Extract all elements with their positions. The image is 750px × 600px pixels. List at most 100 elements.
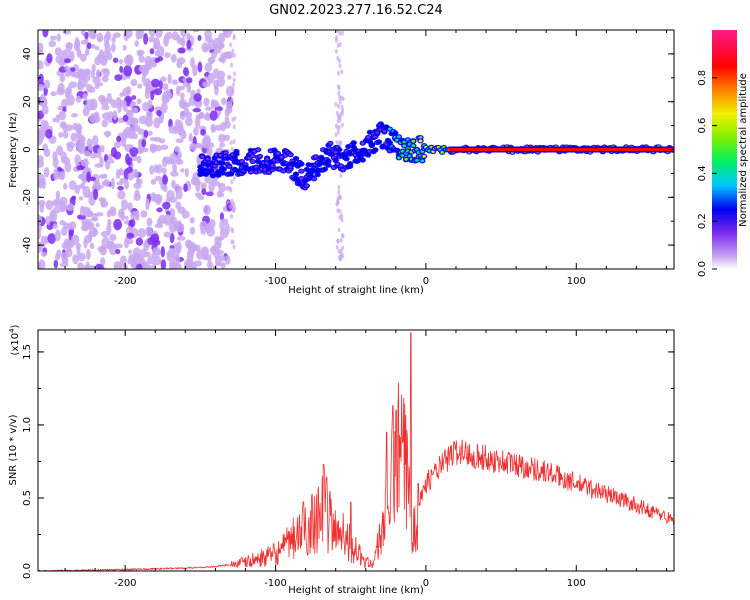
- spectrogram-ridge-core: [323, 167, 327, 171]
- spectrogram-noise-blob: [43, 148, 51, 158]
- spectrogram-ridge-core: [351, 141, 356, 145]
- spectrogram-ridge-core: [299, 177, 304, 180]
- snr-x-ticks: -200 -100 0 100: [64, 330, 667, 589]
- spectrogram-noise-blob: [198, 144, 204, 150]
- spectrogram-noise-blob: [66, 85, 72, 97]
- spectrogram-ridge-core: [223, 151, 228, 155]
- spectrogram-faint-blob: [232, 244, 236, 250]
- spectrogram-noise-blob: [177, 128, 186, 136]
- snr-series-line: [38, 332, 674, 571]
- spectrogram-faint-blob: [338, 140, 342, 146]
- spectrogram-noise-blob: [186, 77, 193, 84]
- spectrogram-noise-blob: [155, 193, 162, 206]
- spectrogram-ridge-core: [422, 154, 426, 158]
- spectrogram-noise-blob: [66, 94, 75, 106]
- spectrogram-noise-blob: [127, 258, 132, 265]
- spectrogram-faint-blob: [232, 33, 236, 39]
- spectrogram-noise-blob: [133, 182, 142, 189]
- spectrogram-ridge-core: [333, 158, 338, 162]
- spectrogram-noise-blob: [160, 259, 167, 269]
- spectrogram-noise-blob: [58, 110, 67, 121]
- spectrogram-ridge-core: [402, 144, 407, 148]
- spectrogram-noise-blob: [99, 144, 105, 153]
- snr-y-tick-label: 0.5: [22, 490, 33, 506]
- spectrogram-noise-blob: [112, 57, 119, 64]
- spectrogram-noise-blob: [198, 111, 205, 119]
- spectrogram-noise-blob: [204, 62, 213, 73]
- spectrogram-noise-blob: [218, 182, 226, 193]
- spectrogram-noise-blob: [137, 227, 147, 238]
- spectrogram-noise-blob: [147, 256, 156, 265]
- spectrogram-noise-blob: [70, 132, 78, 142]
- spectrogram-noise-blob: [127, 249, 133, 255]
- spectrogram-ridge-core: [400, 154, 405, 157]
- spectrogram-noise-blob: [122, 114, 129, 122]
- spectrogram-noise-blob: [104, 159, 111, 170]
- spectrogram-noise-blob: [106, 92, 112, 103]
- spectrogram-noise-blob: [186, 32, 191, 42]
- spectrogram-noise-blob: [42, 30, 49, 38]
- spectrogram-noise-blob: [63, 183, 68, 190]
- spectrogram-noise-blob: [95, 212, 104, 217]
- spectrogram-noise-blob: [58, 132, 64, 138]
- spectrogram-noise-blob: [209, 110, 218, 121]
- spectrogram-ridge-core: [393, 131, 398, 135]
- spectrogram-noise-blob: [38, 173, 45, 183]
- spectrogram-noise-blob: [61, 49, 69, 56]
- spectrogram-noise-blob: [62, 129, 69, 139]
- spectrogram-noise-blob: [192, 64, 198, 77]
- spectrogram-ridge-core: [267, 170, 271, 174]
- spectrogram-noise-blob: [168, 221, 177, 233]
- spectrogram-ridge-core: [377, 140, 381, 144]
- spectrogram-faint-blob: [337, 184, 341, 190]
- spectrogram-noise-blob: [216, 249, 224, 255]
- spectrogram-ridge-core: [232, 156, 237, 160]
- spectrogram-noise-blob: [114, 74, 123, 82]
- spectrogram-noise-blob: [94, 45, 100, 51]
- spectrogram-noise-blob: [207, 56, 216, 64]
- spectrogram-noise-blob: [119, 99, 128, 108]
- spectrogram-noise-blob: [169, 232, 175, 244]
- spectrogram-noise-blob: [150, 178, 157, 185]
- spectrogram-faint-blob: [336, 70, 340, 76]
- spectrogram-noise-blob: [77, 79, 82, 91]
- spectrogram-noise-blob: [173, 126, 179, 135]
- spectrogram-noise-blob: [154, 50, 161, 57]
- spectrogram-noise-blob: [180, 30, 188, 38]
- spectrogram-noise-blob: [174, 146, 181, 153]
- spectrogram-faint-blob: [336, 198, 340, 204]
- spectrogram-noise-blob: [88, 143, 93, 151]
- spectrogram-ridge-core: [333, 150, 338, 154]
- spectrogram-noise-blob: [70, 113, 79, 118]
- spectrogram-faint-blob: [232, 82, 236, 88]
- spectrogram-noise-blob: [176, 152, 181, 165]
- spectrogram-noise-blob: [131, 107, 138, 114]
- spectrogram-noise-blob: [121, 263, 129, 269]
- spectrogram-noise-blob: [40, 251, 48, 257]
- spectrogram-noise-blob: [160, 246, 166, 258]
- spectrogram-ridge-core: [360, 158, 365, 162]
- spectrogram-noise-blob: [193, 126, 199, 136]
- spectrogram-noise-blob: [226, 75, 232, 80]
- spectrogram-noise-blob: [129, 146, 139, 157]
- spectrogram-ridge-core: [344, 157, 349, 161]
- spectrogram-noise-blob: [192, 108, 202, 113]
- spectrogram-noise-blob: [154, 106, 163, 112]
- spectrogram-noise-blob: [38, 199, 46, 207]
- spectrogram-noise-blob: [197, 34, 202, 42]
- snr-y-label: SNR (10 * v/v): [8, 414, 19, 485]
- spectrogram-noise-blob: [130, 78, 138, 87]
- spectrogram-y-tick-label: -20: [22, 189, 33, 205]
- spectrogram-noise-blob: [138, 55, 145, 63]
- spectrogram-noise-blob: [53, 205, 62, 214]
- spectrogram-faint-blob: [337, 114, 341, 120]
- spectrogram-ridge-core: [397, 156, 401, 160]
- spectrogram-noise-blob: [100, 198, 105, 208]
- spectrogram-noise-blob: [164, 52, 171, 58]
- spectrogram-noise-blob: [155, 30, 163, 38]
- spectrogram-noise-blob: [156, 207, 163, 213]
- spectrogram-noise-blob: [95, 222, 100, 228]
- spectrogram-noise-blob: [168, 92, 173, 99]
- spectrogram-noise-blob: [131, 133, 138, 140]
